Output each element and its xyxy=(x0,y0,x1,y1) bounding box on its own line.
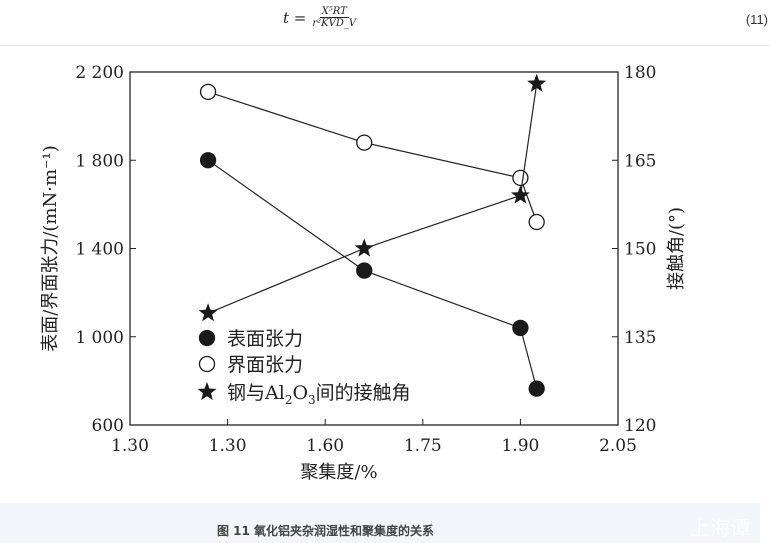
data-point-1 xyxy=(528,213,545,231)
equation-number: (11) xyxy=(745,12,768,27)
data-point-2 xyxy=(510,185,530,204)
y2-tick-label: 120 xyxy=(624,416,656,436)
formula-fraction: X⁵RT r²KVD_V xyxy=(312,6,356,29)
x-tick-label: 1.30 xyxy=(111,436,149,456)
y2-tick-label: 180 xyxy=(624,63,656,83)
legend-label-part: 间的接触角 xyxy=(316,382,411,404)
y-tick-label: 1 800 xyxy=(75,151,124,171)
x-tick-label: 1.75 xyxy=(404,436,442,456)
data-point-2 xyxy=(527,73,547,92)
data-point-0 xyxy=(356,262,373,279)
y-tick-label: 1 000 xyxy=(75,328,124,348)
formula-numerator: X⁵RT xyxy=(319,6,349,18)
legend-label-1: 界面张力 xyxy=(227,354,303,376)
x-tick-label: 2.05 xyxy=(599,436,637,456)
y-tick-label: 1 400 xyxy=(75,240,124,260)
y-tick-label: 2 200 xyxy=(75,63,124,83)
legend-label-0: 表面张力 xyxy=(227,328,303,350)
caption-band xyxy=(0,503,760,543)
y-axis-label: 表面/界面张力/(mN·m⁻¹) xyxy=(40,145,61,352)
legend-label-part: O xyxy=(292,382,308,404)
data-point-1 xyxy=(199,83,217,101)
y2-axis-label: 接触角/(°) xyxy=(666,207,687,290)
formula-denominator: r²KVD_V xyxy=(312,18,357,29)
data-point-1 xyxy=(356,134,373,151)
legend-marker-2 xyxy=(197,382,217,401)
x-axis-label: 聚集度/% xyxy=(300,462,377,483)
y2-tick-label: 165 xyxy=(624,151,656,171)
divider xyxy=(0,45,770,46)
legend-label-part: 2 xyxy=(285,393,293,407)
chart: 1.30 1.30 1.60 1.75 1.90 2.05 2 200 1 800 1 400 1… xyxy=(40,63,687,483)
figure-caption: 图 11 氧化铝夹杂润湿性和聚集度的关系 xyxy=(217,524,435,538)
watermark: 上海谭 xyxy=(690,516,750,540)
data-point-0 xyxy=(199,152,217,169)
x-tick-label: 1.60 xyxy=(306,436,344,456)
data-point-0 xyxy=(512,319,529,337)
data-point-2 xyxy=(198,303,218,322)
plot-frame xyxy=(129,71,619,426)
legend-marker-1 xyxy=(198,355,216,373)
legend-label-part: 钢与Al xyxy=(227,382,285,404)
y2-tick-label: 135 xyxy=(624,328,656,348)
legend-marker-0 xyxy=(198,329,216,347)
formula-lhs: t = xyxy=(283,8,307,27)
series-line-2 xyxy=(207,83,538,314)
data-point-2 xyxy=(354,238,374,257)
x-tick-label: 1.30 xyxy=(209,436,247,456)
formula: t = X⁵RT r²KVD_V xyxy=(283,6,356,29)
legend-label-part: 3 xyxy=(308,393,316,407)
series-line-1 xyxy=(207,91,538,223)
x-tick-label: 1.90 xyxy=(501,436,539,456)
data-point-1 xyxy=(512,169,529,187)
series-line-0 xyxy=(207,159,538,389)
legend-label-2: 钢与Al2O3间的接触角 xyxy=(227,382,411,407)
y2-tick-label: 150 xyxy=(624,240,656,260)
data-point-0 xyxy=(528,380,545,397)
y-tick-label: 600 xyxy=(92,416,124,436)
